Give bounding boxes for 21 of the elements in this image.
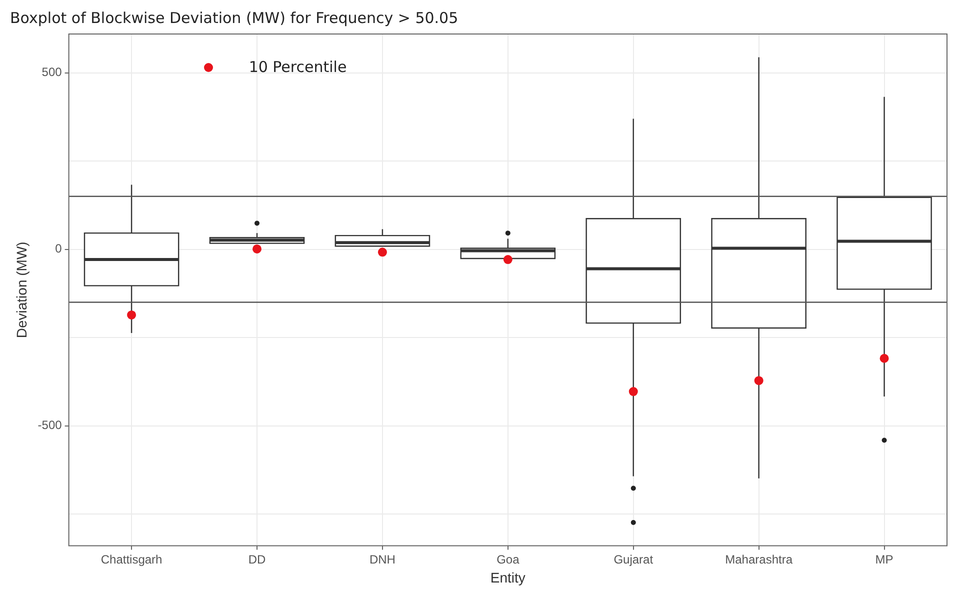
x-axis-title: Entity bbox=[490, 569, 526, 586]
x-tick-label: Maharashtra bbox=[725, 552, 793, 566]
x-tick-label: Goa bbox=[496, 552, 520, 566]
point bbox=[628, 387, 638, 396]
x-tick-label: Chattisgarh bbox=[100, 552, 162, 566]
point bbox=[754, 376, 764, 386]
y-tick-label: 0 bbox=[55, 242, 62, 256]
x-tick-label: Gujarat bbox=[614, 552, 654, 566]
point bbox=[252, 244, 262, 254]
chart-title: Boxplot of Blockwise Deviation (MW) for Frequency > 50.05 bbox=[10, 8, 458, 27]
point bbox=[127, 310, 136, 320]
point bbox=[880, 354, 889, 363]
y-tick-label: -500 bbox=[38, 418, 62, 432]
y-axis-title: Deviation (MW) bbox=[13, 242, 30, 338]
point bbox=[503, 255, 512, 264]
y-tick-label: 500 bbox=[42, 65, 62, 80]
x-tick-label: DD bbox=[248, 552, 266, 566]
point bbox=[378, 248, 387, 257]
x-tick-label: MP bbox=[875, 552, 894, 566]
legend-label: 10 Percentile bbox=[248, 58, 347, 76]
x-tick-label: DNH bbox=[369, 552, 396, 566]
